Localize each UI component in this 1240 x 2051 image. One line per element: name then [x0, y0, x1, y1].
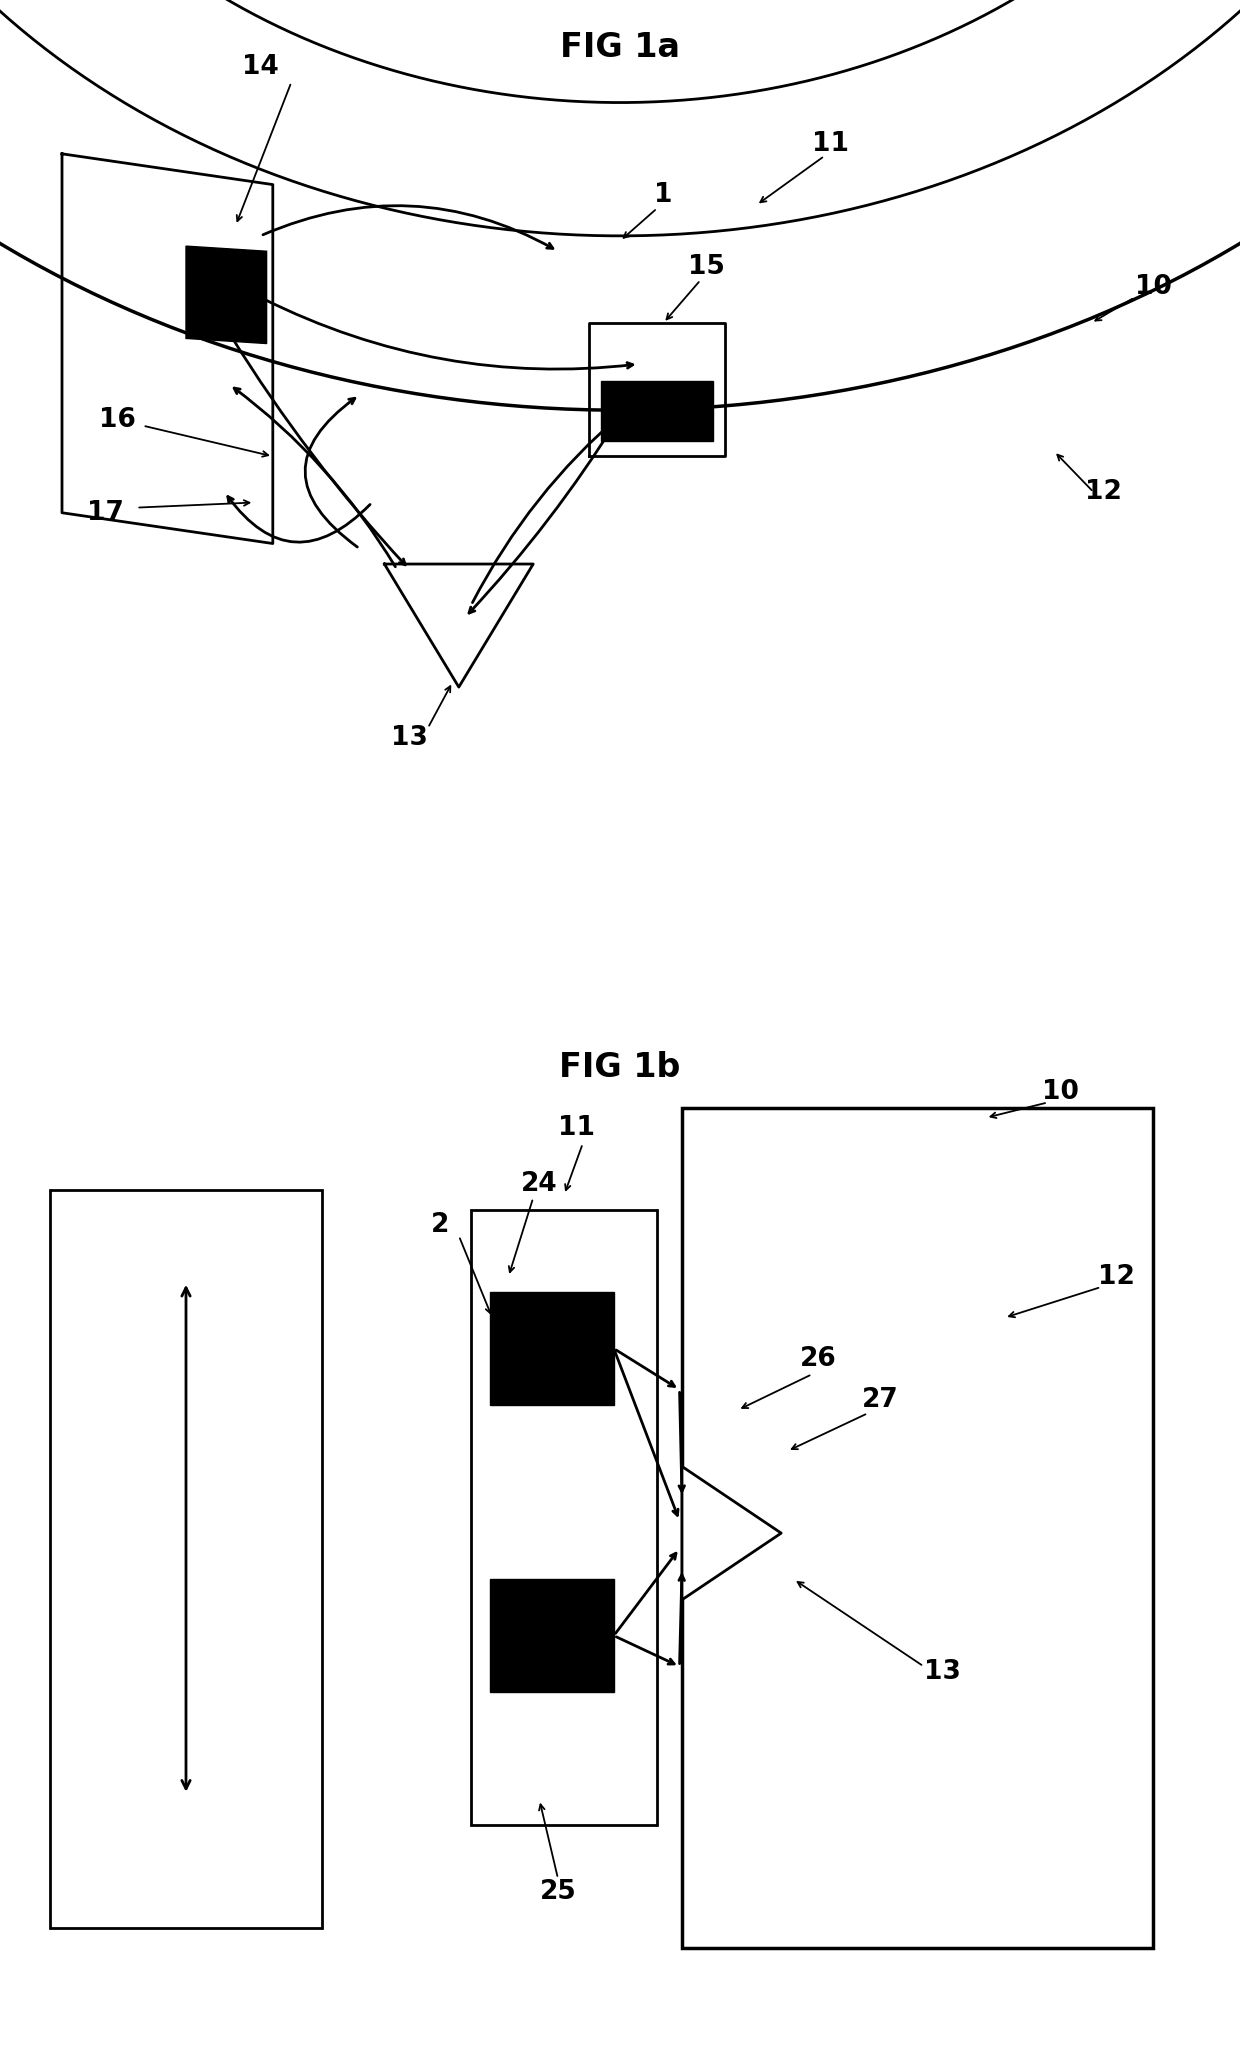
- Text: 24: 24: [521, 1171, 558, 1198]
- Text: 17: 17: [87, 500, 124, 525]
- Polygon shape: [682, 1466, 781, 1600]
- Text: 2: 2: [432, 1212, 449, 1239]
- Text: 10: 10: [1042, 1079, 1079, 1105]
- Text: 16: 16: [99, 408, 136, 433]
- Text: 1: 1: [655, 183, 672, 207]
- Text: 27: 27: [862, 1386, 899, 1413]
- Polygon shape: [186, 246, 267, 345]
- Bar: [490, 1579, 614, 1692]
- Bar: [490, 1292, 614, 1405]
- Text: 12: 12: [1085, 480, 1122, 505]
- Text: 26: 26: [800, 1345, 837, 1372]
- Bar: [682, 1108, 1153, 1948]
- Text: 14: 14: [242, 53, 279, 80]
- Text: 13: 13: [391, 726, 428, 751]
- Text: 10: 10: [1135, 275, 1172, 299]
- Text: FIG 1a: FIG 1a: [560, 31, 680, 64]
- Bar: [50, 1190, 322, 1928]
- Bar: [471, 1210, 657, 1825]
- Text: 11: 11: [558, 1116, 595, 1140]
- Text: 12: 12: [1097, 1263, 1135, 1290]
- Text: 13: 13: [924, 1659, 961, 1684]
- Text: FIG 1b: FIG 1b: [559, 1050, 681, 1085]
- Text: 15: 15: [688, 254, 725, 279]
- Text: 11: 11: [812, 131, 849, 156]
- Polygon shape: [601, 381, 713, 441]
- Text: 25: 25: [539, 1879, 577, 1905]
